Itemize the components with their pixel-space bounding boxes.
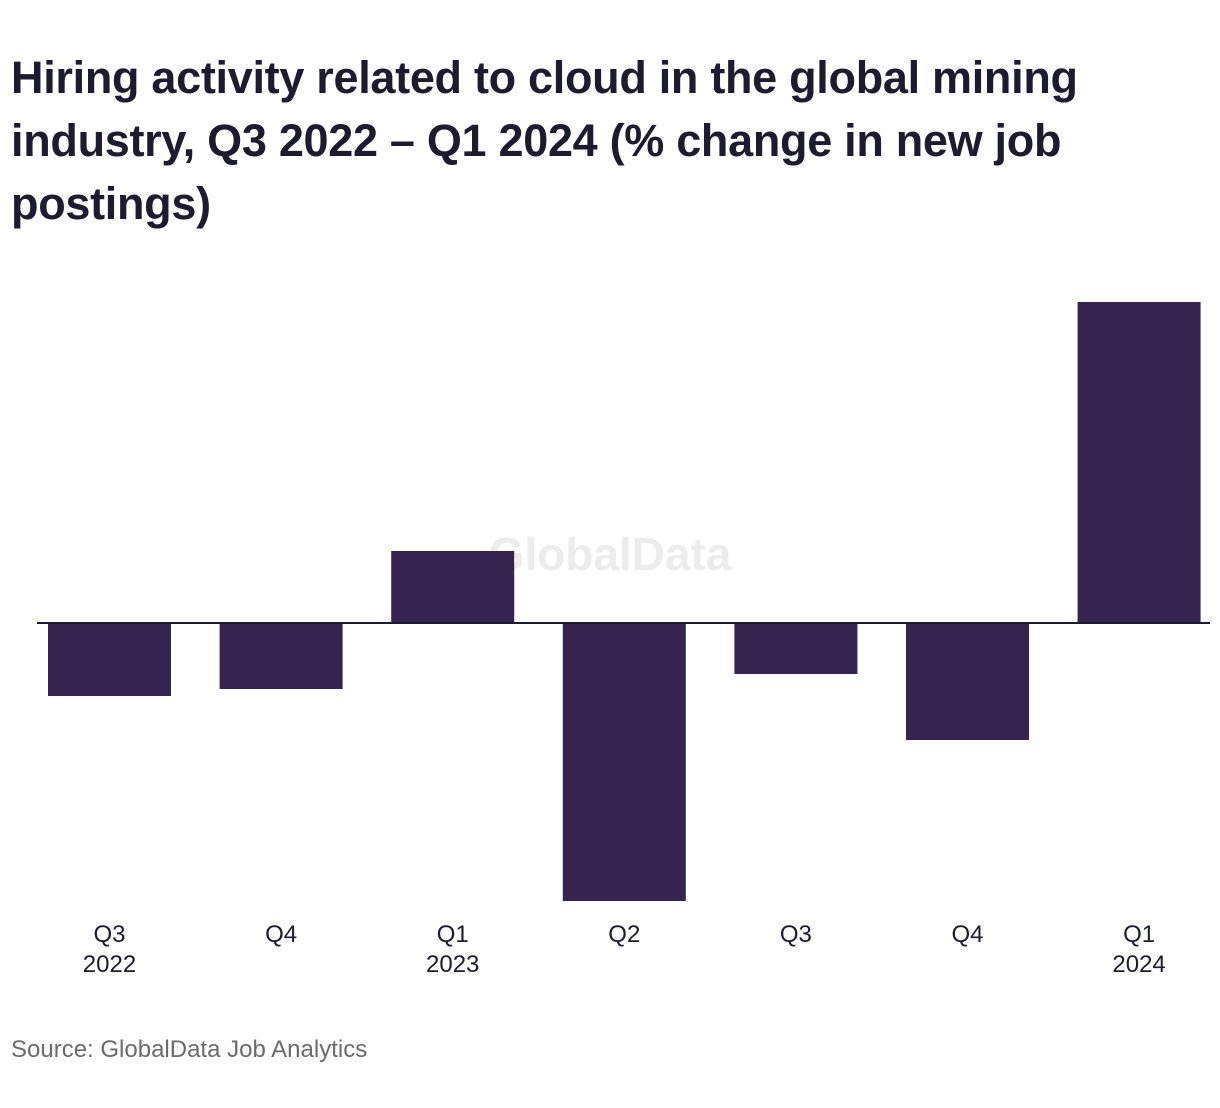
bar-3 <box>562 623 686 901</box>
bar-4 <box>734 623 858 674</box>
x-tick-label-0-0: Q3 <box>93 921 125 948</box>
x-tick-label-2-1: 2023 <box>426 951 479 978</box>
bars-group <box>48 302 1201 901</box>
bar-1 <box>219 623 343 689</box>
x-tick-label-2-0: Q1 <box>437 921 469 948</box>
bar-5 <box>906 623 1029 740</box>
bar-2 <box>391 551 515 623</box>
watermark-text: GlobalData <box>489 528 732 580</box>
x-tick-label-6-0: Q1 <box>1123 921 1155 948</box>
bar-0 <box>48 623 171 696</box>
x-tick-label-5-0: Q4 <box>951 921 983 948</box>
chart-title: Hiring activity related to cloud in the … <box>11 52 1078 229</box>
x-tick-labels: Q3 2022 Q4 Q1 2023 Q2 Q3 Q4 Q1 2024 <box>83 921 1166 978</box>
x-tick-label-4-0: Q3 <box>780 921 812 948</box>
x-tick-label-1-0: Q4 <box>265 921 297 948</box>
x-tick-label-0-1: 2022 <box>83 951 136 978</box>
source-note: Source: GlobalData Job Analytics <box>11 1036 368 1063</box>
x-tick-label-3-0: Q2 <box>608 921 640 948</box>
bar-6 <box>1077 302 1201 623</box>
x-tick-label-6-1: 2024 <box>1112 951 1165 978</box>
